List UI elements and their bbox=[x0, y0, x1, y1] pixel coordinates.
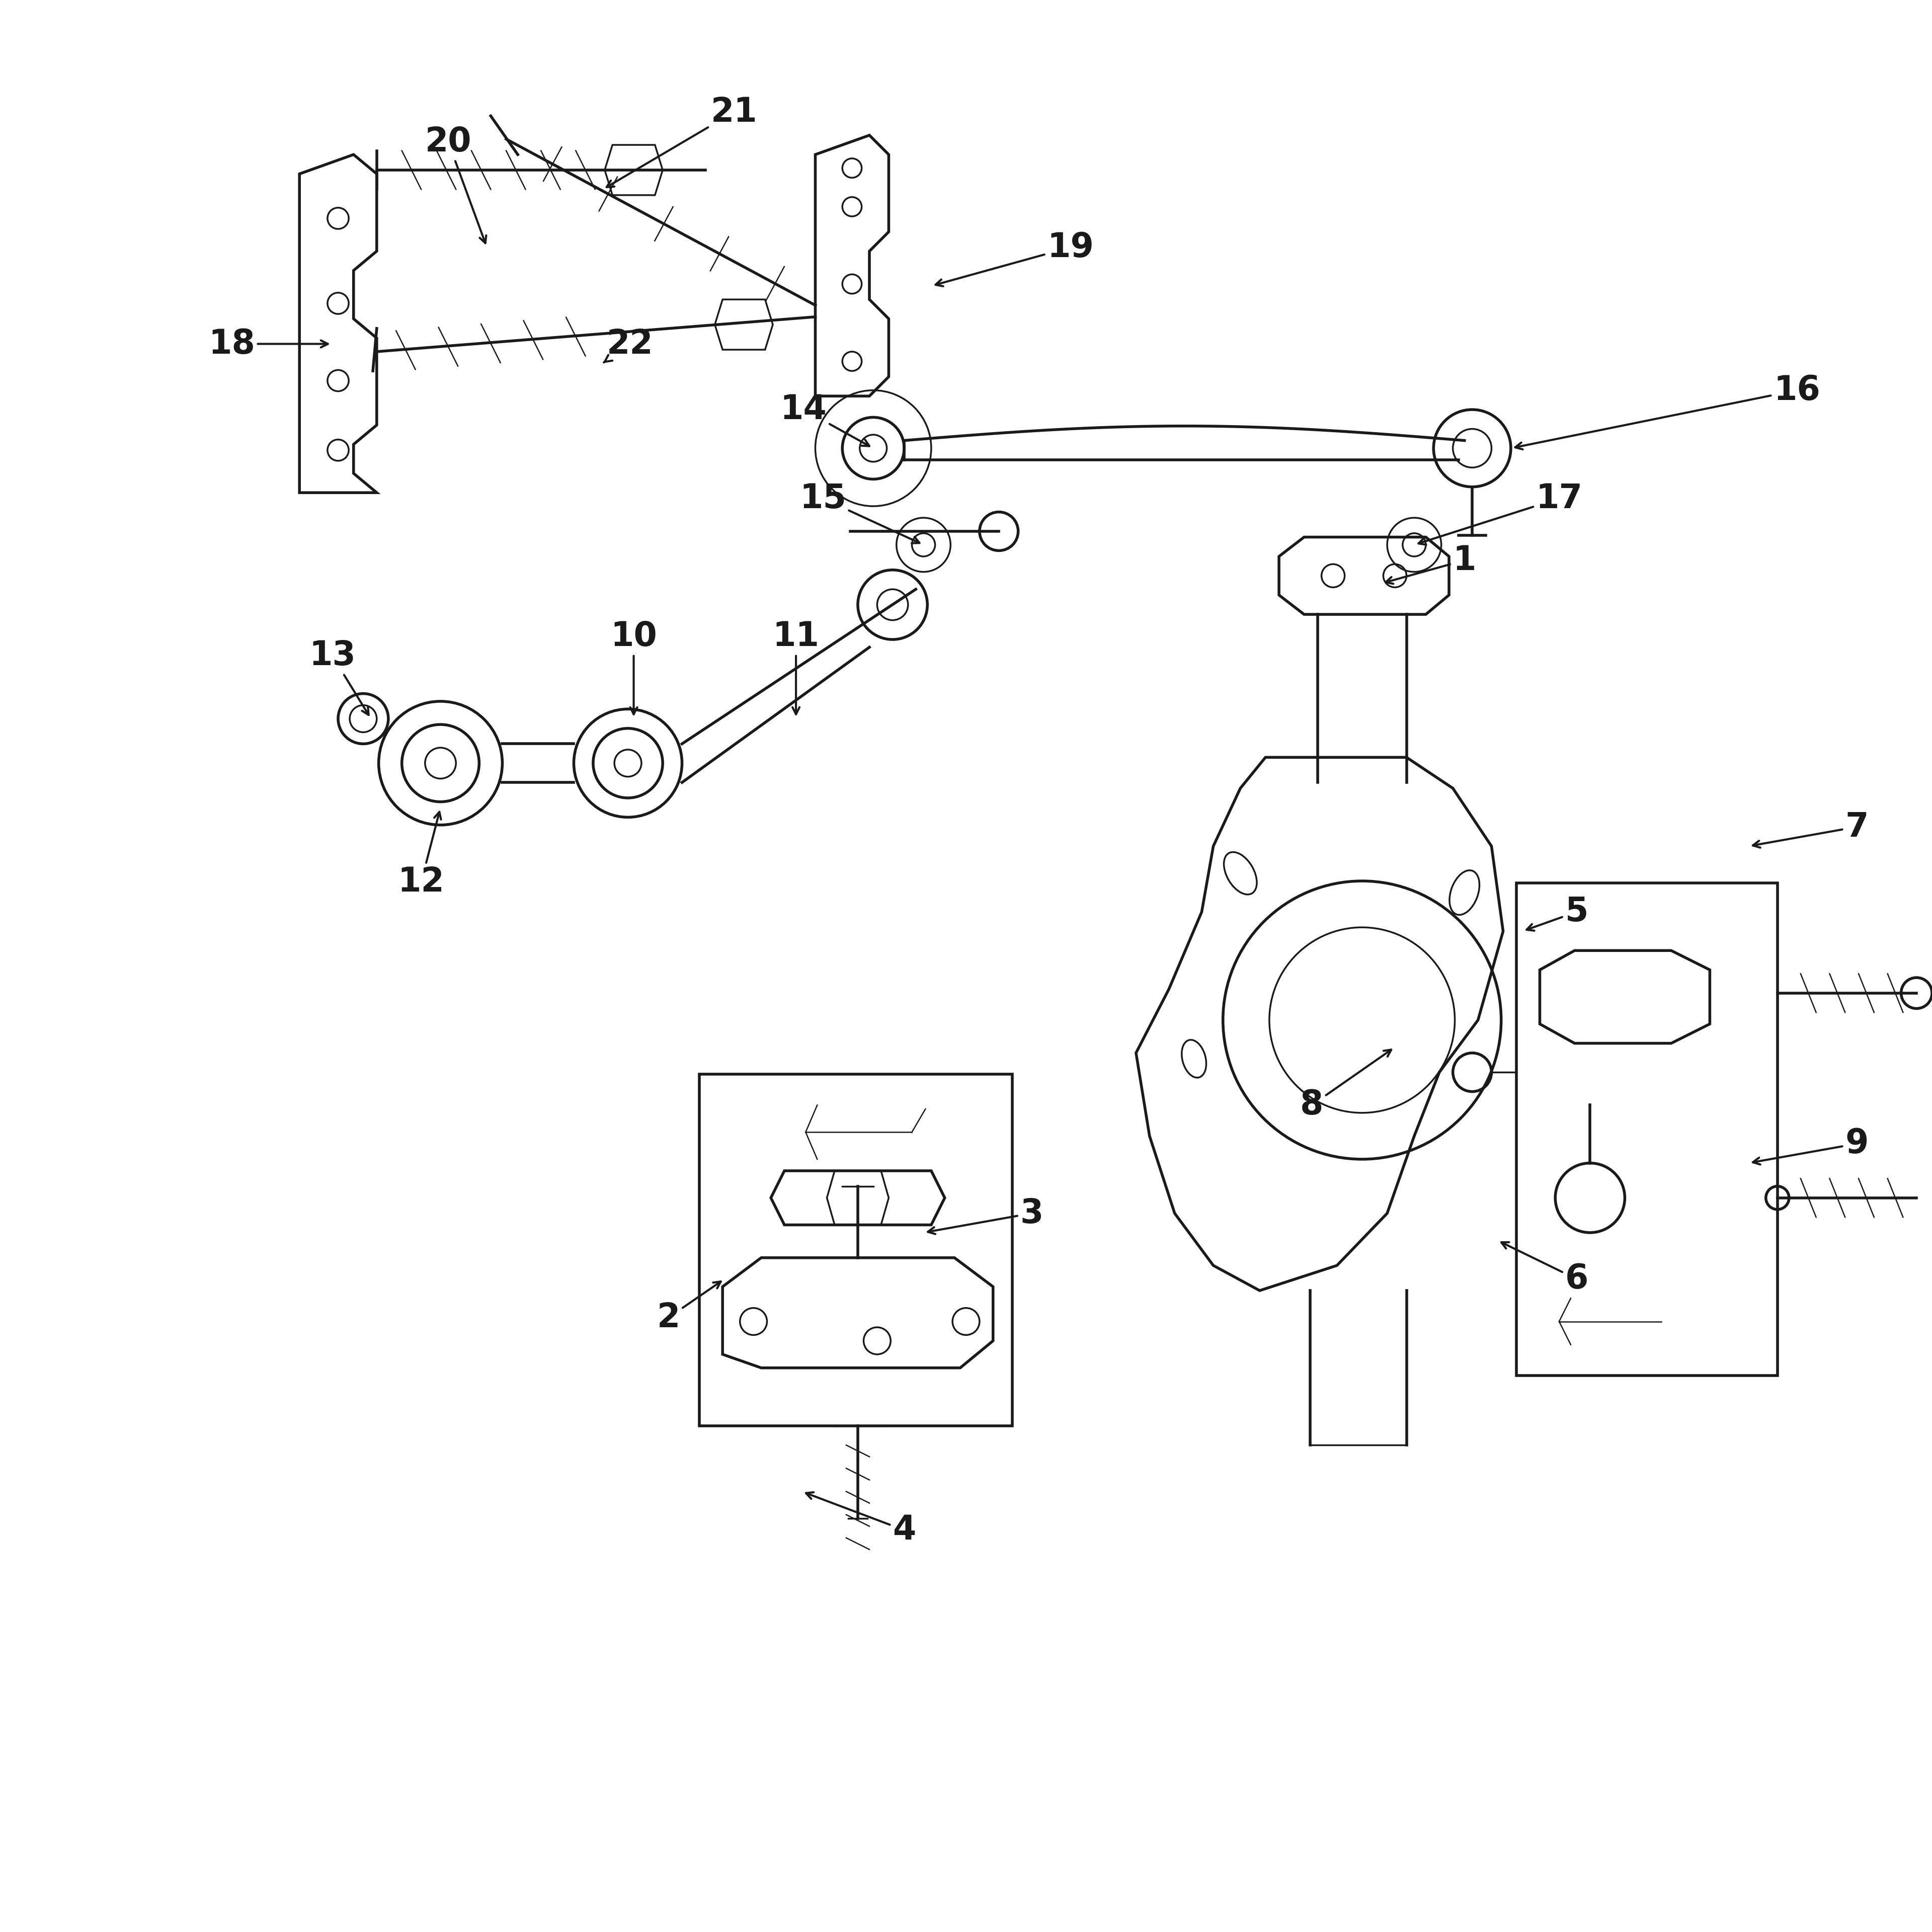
Text: 13: 13 bbox=[309, 639, 369, 715]
Text: 14: 14 bbox=[781, 392, 869, 446]
Text: 19: 19 bbox=[935, 230, 1094, 286]
Bar bbox=[699, 1074, 1012, 1426]
Text: 21: 21 bbox=[607, 95, 757, 187]
Text: 20: 20 bbox=[425, 126, 487, 243]
Text: 12: 12 bbox=[398, 811, 444, 898]
Text: 3: 3 bbox=[927, 1196, 1043, 1235]
Text: 10: 10 bbox=[611, 620, 657, 715]
Text: 16: 16 bbox=[1515, 373, 1820, 450]
Text: 6: 6 bbox=[1501, 1242, 1588, 1296]
Text: 8: 8 bbox=[1300, 1049, 1391, 1122]
Text: 18: 18 bbox=[209, 327, 328, 361]
Text: 2: 2 bbox=[657, 1281, 721, 1335]
Text: 7: 7 bbox=[1752, 810, 1868, 848]
Text: 9: 9 bbox=[1752, 1126, 1868, 1165]
Text: 5: 5 bbox=[1526, 895, 1588, 931]
Bar bbox=[1517, 883, 1777, 1376]
Text: 17: 17 bbox=[1418, 481, 1582, 545]
Text: 4: 4 bbox=[806, 1492, 916, 1548]
Text: 22: 22 bbox=[605, 327, 653, 363]
Text: 15: 15 bbox=[800, 481, 920, 543]
Text: 1: 1 bbox=[1385, 543, 1476, 583]
Text: 11: 11 bbox=[773, 620, 819, 715]
